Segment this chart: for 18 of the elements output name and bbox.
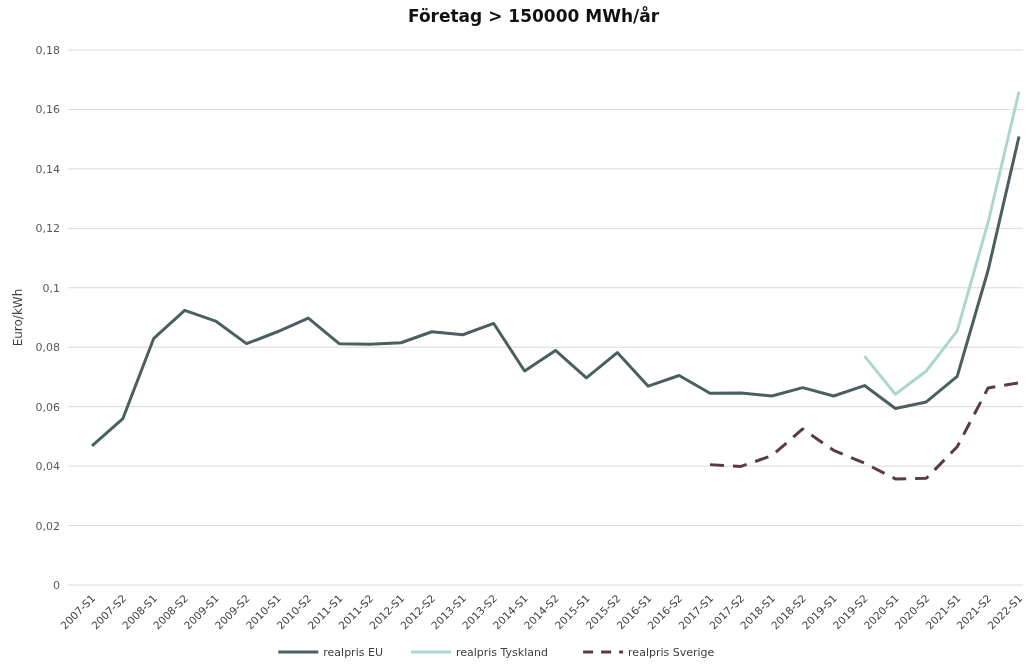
y-tick-label: 0,02 [35, 519, 60, 533]
y-tick-label: 0,18 [35, 44, 60, 57]
legend-label: realpris EU [323, 646, 383, 659]
y-tick-label: 0,16 [35, 103, 60, 117]
y-tick-label: 0,04 [35, 460, 60, 474]
line-series [863, 90, 1021, 396]
chart-title: Företag > 150000 MWh/år [407, 5, 660, 26]
y-tick-label: 0,12 [35, 222, 60, 236]
legend-label: realpris Tyskland [455, 646, 548, 659]
y-tick-label: 0,1 [42, 281, 60, 295]
y-tick-label: 0,08 [35, 341, 60, 355]
line-series [90, 134, 1021, 448]
y-axis-title: Euro/kWh [11, 288, 25, 347]
y-tick-label: 0,14 [35, 162, 60, 176]
y-tick-label: 0 [53, 579, 60, 592]
y-tick-label: 0,06 [35, 400, 60, 414]
line-series [708, 381, 1021, 481]
legend-label: realpris Sverige [628, 646, 715, 659]
